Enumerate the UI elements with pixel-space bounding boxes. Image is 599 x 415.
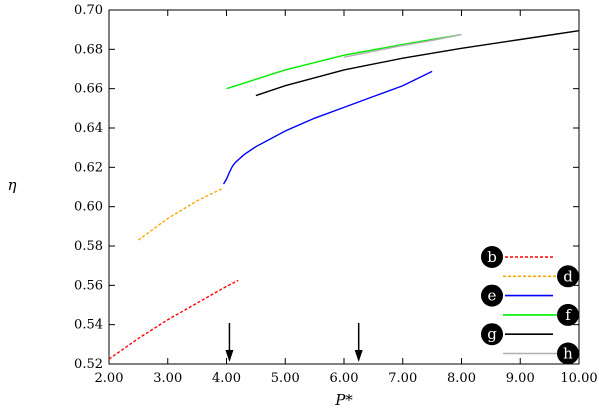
legend-badge-b: [481, 246, 503, 268]
series-line-b: [108, 279, 239, 360]
x-tick-label: 8.00: [447, 371, 476, 386]
y-tick-label: 0.70: [74, 3, 103, 18]
y-tick-label: 0.54: [74, 318, 103, 333]
legend-label-b: b: [487, 248, 497, 266]
y-tick-label: 0.52: [74, 357, 103, 372]
arrow-marker-head: [354, 350, 363, 362]
legend-label-g: g: [487, 325, 497, 343]
x-tick-label: 7.00: [388, 371, 417, 386]
y-tick-label: 0.68: [74, 42, 103, 57]
legend-label-e: e: [488, 287, 497, 305]
series-line-e: [222, 70, 433, 185]
series-line-f: [226, 33, 462, 90]
y-tick-label: 0.58: [74, 239, 103, 254]
x-tick-label: 9.00: [506, 371, 535, 386]
legend-label-d: d: [563, 267, 573, 285]
legend-badge-e: [481, 284, 503, 307]
legend-badge-f: [557, 303, 579, 326]
legend-badge-g: [481, 323, 503, 346]
legend-label-h: h: [563, 345, 573, 363]
series-line-g: [255, 29, 580, 97]
x-axis-label: P*: [334, 391, 353, 409]
x-tick-label: 4.00: [212, 371, 241, 386]
x-tick-label: 3.00: [153, 371, 182, 386]
legend-badge-d: [557, 265, 579, 288]
y-axis-label: η: [8, 176, 17, 194]
y-tick-label: 0.56: [74, 278, 103, 293]
y-tick-label: 0.60: [74, 200, 103, 215]
legend-badge-h: [557, 342, 579, 365]
y-tick-label: 0.64: [74, 121, 103, 136]
x-tick-label: 2.00: [95, 371, 124, 386]
x-tick-label: 5.00: [271, 371, 300, 386]
series-line-h: [343, 33, 462, 58]
series-line-d: [137, 187, 224, 241]
y-tick-label: 0.62: [74, 160, 103, 175]
x-tick-label: 10.00: [560, 371, 597, 386]
legend-label-f: f: [565, 306, 572, 324]
arrow-marker-head: [225, 350, 234, 362]
y-tick-label: 0.66: [74, 82, 103, 97]
plot-frame: [108, 9, 580, 365]
x-tick-label: 6.00: [330, 371, 359, 386]
